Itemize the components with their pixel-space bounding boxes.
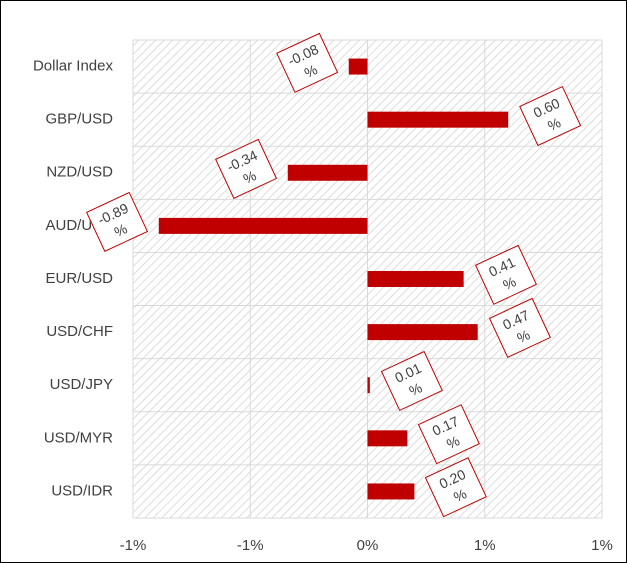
bar [287,164,368,181]
x-tick-label: 0% [357,537,379,554]
bar [367,271,464,287]
x-tick-label: -1% [237,537,264,554]
bar [367,111,509,128]
y-tick-label: USD/MYR [44,429,113,446]
data-label: -0.08% [275,32,338,93]
y-tick-label: EUR/USD [45,270,113,287]
y-tick-label: USD/CHF [46,323,113,340]
bar [367,324,478,341]
y-tick-label: NZD/USD [46,164,113,181]
y-tick-label: USD/JPY [50,376,113,393]
data-label: 0.20% [425,457,488,518]
y-tick-label: GBP/USD [45,111,113,128]
bar [367,483,415,500]
bar [348,58,368,75]
data-label: 0.47% [488,298,551,359]
bar [158,217,368,234]
y-tick-label: USD/IDR [51,482,113,499]
x-tick-label: -1% [120,537,147,554]
data-label: -0.89% [85,191,148,252]
bar [367,430,408,447]
bar [367,377,370,394]
x-tick-label: 1% [474,537,496,554]
data-label: 0.60% [519,85,582,146]
data-label: -0.34% [214,138,277,199]
y-tick-label: Dollar Index [33,58,114,75]
x-tick-label: 1% [591,537,613,554]
